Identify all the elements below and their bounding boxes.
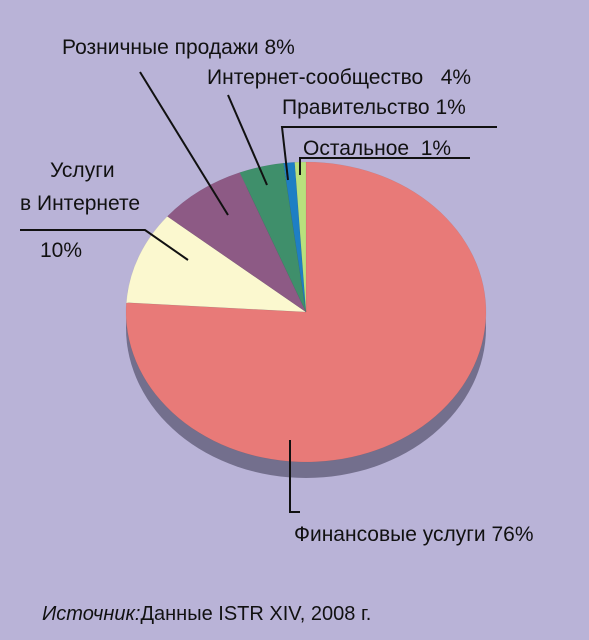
pie-slices <box>125 161 487 463</box>
label-internet-services-value: 10% <box>40 239 83 262</box>
pie-slice-retail <box>166 172 307 313</box>
leader-line-government <box>280 126 497 181</box>
label-government: Правительство 1% <box>282 96 466 119</box>
label-financial: Финансовые услуги 76% <box>294 523 534 546</box>
label-internet-services-line2: в Интернете <box>20 192 141 215</box>
label-community: Интернет-сообщество 4% <box>207 66 472 89</box>
leader-line-other <box>299 157 470 175</box>
pie-slice-financial <box>125 161 487 463</box>
label-internet-services-line1: Услуги <box>50 159 115 182</box>
pie-slice-internet-services <box>126 216 307 313</box>
label-other: Остальное 1% <box>303 137 452 160</box>
leader-line-retail <box>139 71 229 216</box>
source-prefix: Источник: <box>42 603 141 625</box>
pie-slice-community <box>239 162 307 313</box>
leader-line-financial <box>289 440 300 513</box>
leader-line-community <box>227 94 268 186</box>
leader-line-internet-services <box>20 229 189 261</box>
source-note: Источник:Данные ISTR XIV, 2008 г. <box>42 603 371 626</box>
label-retail: Розничные продажи 8% <box>62 36 295 59</box>
source-text: Данные ISTR XIV, 2008 г. <box>140 603 372 625</box>
pie-slice-government <box>283 162 307 313</box>
leader-lines <box>20 71 497 513</box>
